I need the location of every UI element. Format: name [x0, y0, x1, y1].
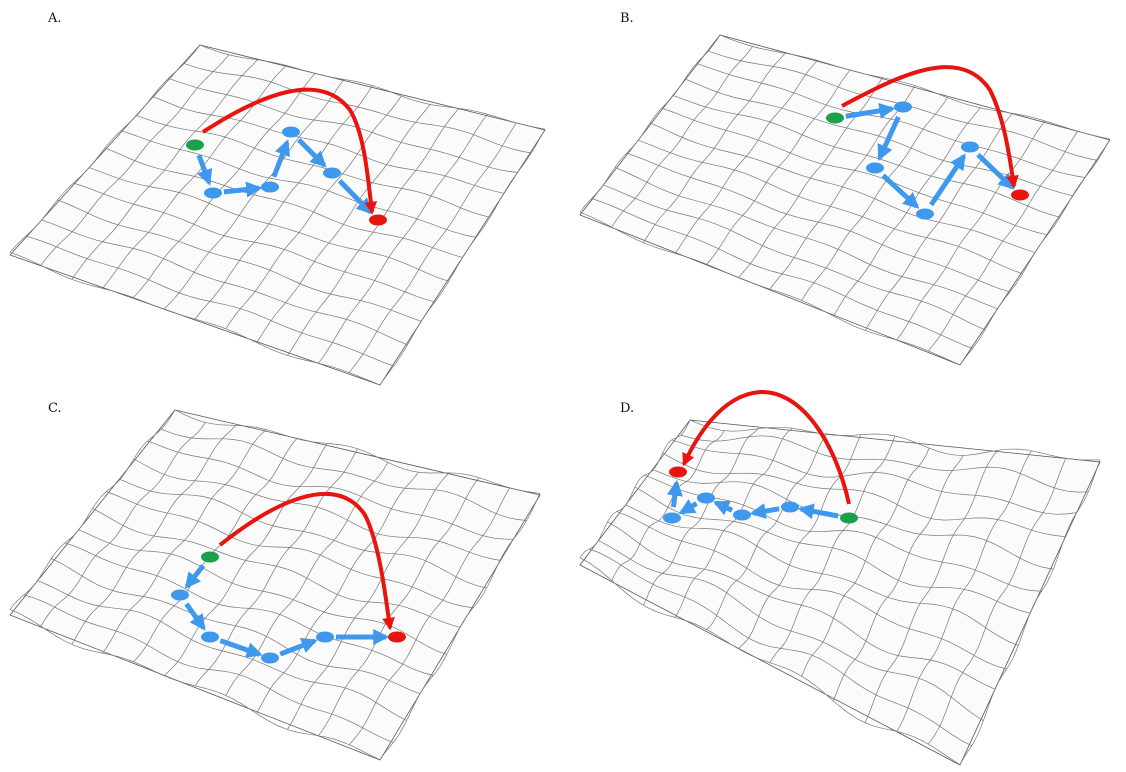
jump-arrow	[218, 491, 395, 631]
step-arrow	[797, 503, 839, 520]
goal-node	[1011, 189, 1029, 201]
step-node	[663, 512, 681, 524]
step-node	[171, 589, 189, 601]
step-arrow	[929, 153, 966, 207]
step-node	[697, 492, 715, 504]
step-arrow	[881, 173, 920, 209]
panel-label: B.	[620, 11, 634, 26]
surface	[579, 34, 1111, 366]
grid-line	[589, 548, 972, 747]
start-node	[186, 139, 204, 151]
goal-node	[669, 466, 687, 478]
step-arrow	[219, 638, 263, 658]
goal-node	[388, 631, 406, 643]
step-node	[261, 181, 279, 193]
step-arrow	[184, 602, 206, 631]
step-node	[894, 101, 912, 113]
step-arrow	[666, 479, 683, 508]
step-arrow	[196, 154, 213, 186]
step-node	[323, 167, 341, 179]
grid-line	[348, 122, 517, 373]
start-node	[840, 512, 858, 524]
grid-line	[591, 198, 973, 349]
step-node	[201, 631, 219, 643]
grid-line	[928, 458, 1067, 745]
grid-line	[579, 211, 961, 366]
grid-line	[579, 557, 961, 765]
jump-arrow	[201, 87, 378, 215]
grid-line	[23, 594, 394, 743]
grid-line	[959, 139, 1111, 366]
step-node	[916, 208, 934, 220]
surface	[9, 409, 541, 761]
start-node	[826, 112, 844, 124]
step-arrow	[297, 138, 327, 168]
step-node	[282, 126, 300, 138]
surface	[579, 419, 1101, 766]
grid-line	[25, 235, 394, 367]
panel-label: D.	[620, 401, 634, 416]
grid-line	[41, 219, 408, 346]
grid-line	[379, 129, 546, 386]
step-arrow	[678, 499, 698, 515]
grid-line	[9, 609, 381, 761]
step-arrow	[845, 102, 896, 119]
grid-line	[928, 131, 1078, 352]
grid-line	[348, 487, 510, 745]
grid-line	[9, 251, 381, 386]
step-node	[866, 162, 884, 174]
step-node	[733, 509, 751, 521]
step-arrow	[223, 181, 263, 198]
step-arrow	[184, 564, 206, 589]
step-node	[261, 652, 279, 664]
panel-label: C.	[48, 401, 62, 416]
step-node	[961, 141, 979, 153]
grid-line	[598, 540, 984, 721]
grid-line	[37, 580, 407, 721]
step-arrow	[279, 638, 318, 657]
step-arrow	[713, 500, 734, 516]
step-node	[204, 187, 222, 199]
step-arrow	[749, 503, 780, 519]
surface	[9, 44, 546, 386]
start-node	[201, 551, 219, 563]
step-node	[316, 631, 334, 643]
step-arrow	[877, 115, 901, 161]
grid-line	[379, 493, 541, 760]
jump-arrow	[682, 389, 851, 505]
goal-node	[369, 214, 387, 226]
grid-line	[959, 459, 1101, 765]
step-arrow	[271, 139, 290, 178]
panel-label: A.	[47, 11, 62, 26]
jump-arrow	[841, 65, 1019, 189]
grid-line	[603, 184, 986, 331]
step-node	[781, 501, 799, 513]
